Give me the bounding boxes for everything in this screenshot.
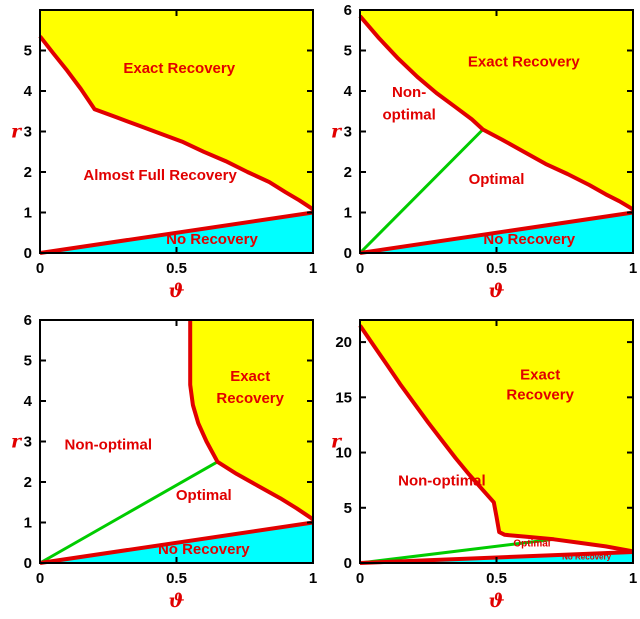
region-label: No Recovery: [158, 541, 250, 558]
chart-bottom-left: 0 0.5 1 0 1 2 3 4 5 6 Exact Recovery Non-optimal Opti…: [11, 312, 317, 612]
y-tick-label: 15: [335, 389, 352, 406]
x-tick-label: 0: [36, 260, 44, 277]
y-tick-label: 3: [344, 124, 352, 141]
y-tick-label: 5: [344, 43, 352, 60]
y-tick-label: 1: [344, 205, 352, 222]
y-axis-label: r: [331, 121, 343, 143]
optimal-boundary-line: [39, 460, 219, 565]
y-tick-label: 2: [24, 164, 32, 181]
optimal-boundary-line: [358, 128, 484, 255]
x-tick-label: 0: [356, 260, 364, 277]
x-tick-label: 1: [629, 260, 637, 277]
recovery-boundary-curve: [38, 35, 315, 211]
region-label: Exact: [230, 368, 270, 385]
x-tick-label: 0: [356, 570, 364, 587]
x-tick-label: 1: [309, 260, 317, 277]
chart-top-left: 0 0.5 1 0 1 2 3 4 5 Exact Recovery Almost Full Rec…: [11, 9, 317, 302]
y-tick-label: 2: [344, 164, 352, 181]
no-recovery-boundary-line: [359, 210, 634, 255]
region-label: No Recovery: [562, 552, 611, 561]
region-label: No Recovery: [166, 231, 258, 248]
subplot-top-right: 0 0.5 1 0 1 2 3 4 5 6 Exact Recovery Non-optimal Opt…: [320, 0, 640, 310]
y-tick-label: 6: [24, 312, 32, 329]
x-tick-label: 0.5: [486, 260, 507, 277]
y-axis-label: r: [11, 121, 23, 143]
exact-recovery-region: [190, 320, 313, 520]
subplot-bottom-right: 0 0.5 1 0 5 10 15 20 Exact Recovery Non-optimal Opt…: [320, 310, 640, 619]
y-tick-label: 0: [344, 555, 352, 572]
region-label: Optimal: [513, 538, 550, 549]
exact-recovery-region: [360, 10, 633, 210]
region-label: No Recovery: [483, 231, 575, 248]
y-tick-label: 5: [24, 43, 32, 60]
y-tick-label: 0: [24, 245, 32, 262]
y-tick-label: 5: [24, 353, 32, 370]
exact-recovery-region: [360, 320, 633, 552]
y-tick-label: 4: [24, 83, 33, 100]
y-axis-label: r: [11, 431, 23, 453]
recovery-boundary-curve: [188, 320, 315, 521]
x-tick-label: 1: [629, 570, 637, 587]
exact-recovery-region: [40, 10, 313, 210]
x-tick-label: 0.5: [486, 570, 507, 587]
x-tick-label: 0.5: [166, 570, 187, 587]
region-label: Non-: [392, 84, 426, 101]
x-axis-label: ϑ: [168, 590, 184, 612]
y-axis-label: r: [331, 431, 343, 453]
region-label: Non-optimal: [65, 437, 153, 454]
y-tick-label: 5: [344, 500, 352, 517]
y-tick-label: 2: [24, 474, 32, 491]
y-tick-label: 0: [24, 555, 32, 572]
y-tick-label: 1: [24, 205, 32, 222]
region-label: Exact Recovery: [123, 60, 235, 77]
region-label: Exact Recovery: [468, 54, 580, 71]
x-axis-label: ϑ: [488, 280, 504, 302]
region-label: Exact: [520, 367, 560, 384]
x-tick-label: 1: [309, 570, 317, 587]
x-tick-label: 0: [36, 570, 44, 587]
region-label: optimal: [382, 106, 435, 123]
x-axis-label: ϑ: [488, 590, 504, 612]
y-tick-label: 3: [24, 434, 32, 451]
y-tick-label: 10: [335, 445, 352, 462]
region-label: Non-optimal: [398, 473, 486, 490]
y-tick-label: 4: [24, 393, 33, 410]
y-tick-label: 4: [344, 83, 353, 100]
subplot-bottom-left: 0 0.5 1 0 1 2 3 4 5 6 Exact Recovery Non-optimal Opti…: [0, 310, 320, 619]
region-label: Optimal: [176, 487, 232, 504]
x-tick-label: 0.5: [166, 260, 187, 277]
y-tick-label: 3: [24, 124, 32, 141]
recovery-boundary-curve: [358, 14, 635, 212]
x-axis-label: ϑ: [168, 280, 184, 302]
y-tick-label: 1: [24, 515, 32, 532]
region-label: Almost Full Recovery: [83, 167, 237, 184]
y-tick-label: 20: [335, 334, 352, 351]
y-tick-label: 6: [344, 2, 352, 19]
no-recovery-boundary-line: [39, 520, 314, 565]
chart-top-right: 0 0.5 1 0 1 2 3 4 5 6 Exact Recovery Non-optimal Opt…: [331, 2, 637, 302]
chart-bottom-right: 0 0.5 105101520ExactRecoveryNon-optimalOpt…: [331, 319, 637, 612]
recovery-boundary-curve: [358, 324, 634, 554]
subplot-top-left: 0 0.5 1 0 1 2 3 4 5 Exact Recovery Almost Full Rec…: [0, 0, 320, 310]
region-label: Optimal: [469, 171, 525, 188]
optimal-boundary-line: [359, 537, 554, 565]
no-recovery-boundary-line: [39, 210, 314, 255]
region-label: Recovery: [506, 387, 574, 404]
y-tick-label: 0: [344, 245, 352, 262]
region-label: Recovery: [216, 390, 284, 407]
